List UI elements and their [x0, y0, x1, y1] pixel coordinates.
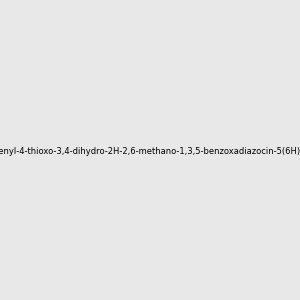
Text: (10-methoxy-2-methyl-3-phenyl-4-thioxo-3,4-dihydro-2H-2,6-methano-1,3,5-benzoxad: (10-methoxy-2-methyl-3-phenyl-4-thioxo-3…	[0, 147, 300, 156]
